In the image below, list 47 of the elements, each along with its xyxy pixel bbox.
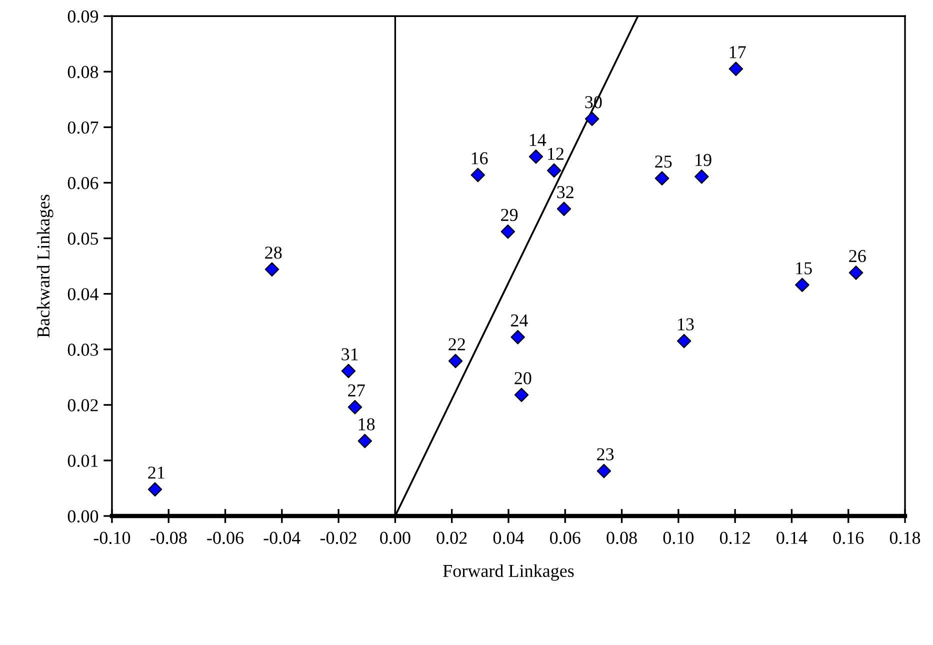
annotation: 22	[448, 338, 465, 350]
x-tick-label: -0.02	[320, 532, 356, 544]
annotation: 27	[348, 384, 365, 396]
y-tick-label: 0.06	[68, 177, 98, 190]
y-tick-label: 0.02	[68, 399, 98, 412]
x-tick-label: 0.16	[833, 532, 864, 544]
x-tick-label: 0.04	[493, 532, 524, 544]
annotation: 24	[510, 314, 528, 326]
x-tick-label: 0.12	[720, 532, 750, 544]
x-tick-label: 0.00	[380, 532, 410, 544]
annotation: 17	[730, 46, 746, 58]
y-tick-label: 0.05	[68, 232, 98, 245]
annotation: 13	[678, 318, 694, 330]
annotation: 21	[148, 466, 164, 479]
y-tick-label: 0.07	[68, 121, 98, 134]
x-tick-label: 0.06	[550, 532, 580, 544]
annotation: 16	[472, 152, 488, 164]
annotation: 20	[514, 372, 532, 384]
x-tick-label: 0.14	[776, 532, 808, 544]
annotation: 14	[530, 134, 546, 146]
x-tick-label: 0.08	[606, 532, 637, 544]
y-tick-label: 0.03	[68, 344, 98, 356]
annotation: 23	[597, 448, 614, 460]
x-axis-title: Forward Linkages	[443, 564, 574, 581]
annotation: 32	[557, 186, 574, 198]
annotation: 26	[849, 250, 866, 262]
annotation: 28	[265, 246, 282, 259]
x-tick-label: -0.08	[150, 532, 187, 544]
x-tick-label: 0.18	[890, 532, 920, 544]
y-tick-label: 0.00	[68, 510, 98, 523]
annotation: 29	[501, 208, 518, 222]
annotation: 18	[358, 418, 375, 430]
y-axis-title: Backward Linkages	[36, 194, 54, 338]
y-tick-label: 0.01	[68, 454, 98, 467]
y-tick-label: 0.08	[68, 66, 98, 78]
annotation: 15	[796, 262, 812, 274]
x-tick-label: -0.06	[207, 532, 244, 544]
annotation: 25	[655, 156, 672, 168]
annotation: 19	[696, 154, 712, 166]
annotation: 12	[548, 148, 564, 160]
x-tick-label: -0.10	[94, 532, 130, 544]
y-tick-label: 0.04	[68, 288, 98, 300]
x-tick-label: 0.10	[663, 532, 694, 544]
annotation: 31	[342, 348, 358, 360]
y-tick-label: 0.09	[68, 10, 98, 23]
x-tick-label: -0.04	[264, 532, 300, 544]
x-tick-label: 0.02	[436, 532, 467, 544]
